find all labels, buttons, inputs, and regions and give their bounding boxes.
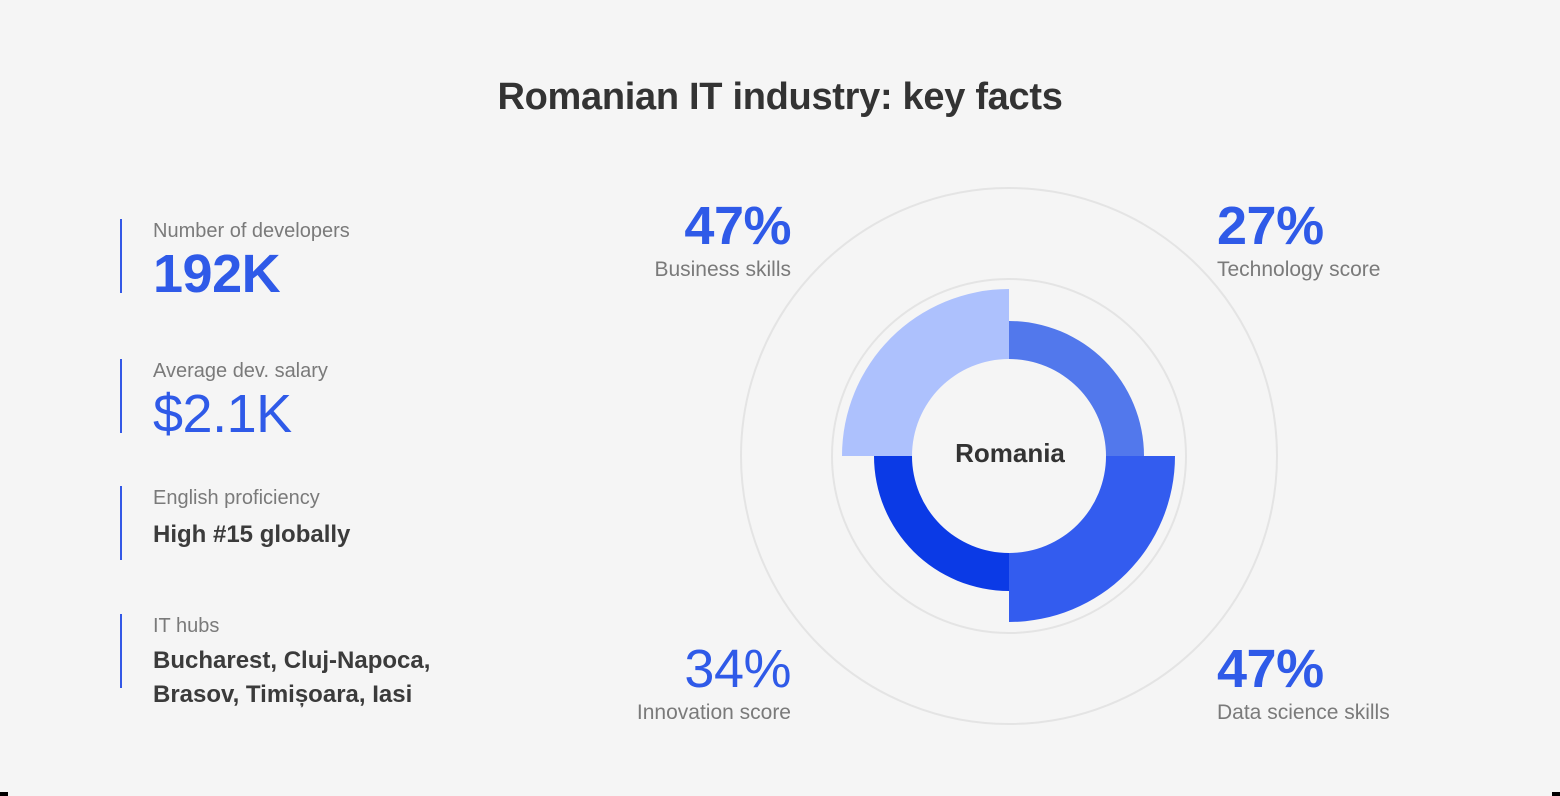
fact-value-line2: Brasov, Timișoara, Iasi (153, 681, 413, 708)
stat-technology-score: 27% Technology score (1217, 198, 1477, 284)
fact-label: English proficiency (153, 487, 320, 509)
stat-label: Innovation score (636, 701, 791, 724)
fact-value: High #15 globally (153, 521, 351, 548)
segment-business-skills (842, 289, 1009, 456)
fact-label: IT hubs (153, 615, 220, 637)
fact-average-salary: Average dev. salary $2.1K (120, 359, 328, 443)
fact-value-line1: Bucharest, Cluj-Napoca, (153, 647, 431, 674)
fact-label: Number of developers (153, 220, 350, 242)
fact-label: Average dev. salary (153, 360, 328, 382)
stat-value: 47% (684, 196, 791, 256)
corner-mark (0, 792, 8, 796)
fact-english-proficiency: English proficiency High #15 globally (120, 486, 350, 560)
segment-technology-score (1009, 321, 1144, 456)
stat-data-science-skills: 47% Data science skills (1217, 641, 1477, 727)
fact-value: $2.1K (153, 384, 292, 444)
stat-business-skills: 47% Business skills (531, 198, 791, 284)
segment-data-science-skills (1009, 456, 1175, 622)
stat-value: 27% (1217, 196, 1324, 256)
fact-it-hubs: IT hubs Bucharest, Cluj-Napoca, Brasov, … (120, 614, 430, 708)
fact-number-of-developers: Number of developers 192K (120, 219, 350, 303)
stat-innovation-score: 34% Innovation score (531, 639, 792, 727)
corner-mark (1552, 792, 1560, 796)
fact-value: 192K (153, 244, 281, 304)
stat-value: 34% (684, 639, 791, 699)
stat-label: Data science skills (1217, 701, 1390, 724)
fact-value: Bucharest, Cluj-Napoca, Brasov, Timișoar… (153, 644, 430, 712)
inner-ring (831, 278, 1187, 634)
segment-innovation-score (874, 456, 1009, 591)
outer-ring (740, 187, 1278, 725)
stat-label: Technology score (1217, 258, 1381, 281)
page-title: Romanian IT industry: key facts (497, 76, 1063, 118)
stat-label: Business skills (654, 258, 791, 281)
center-label: Romania (955, 438, 1065, 468)
stat-value: 47% (1217, 639, 1324, 699)
